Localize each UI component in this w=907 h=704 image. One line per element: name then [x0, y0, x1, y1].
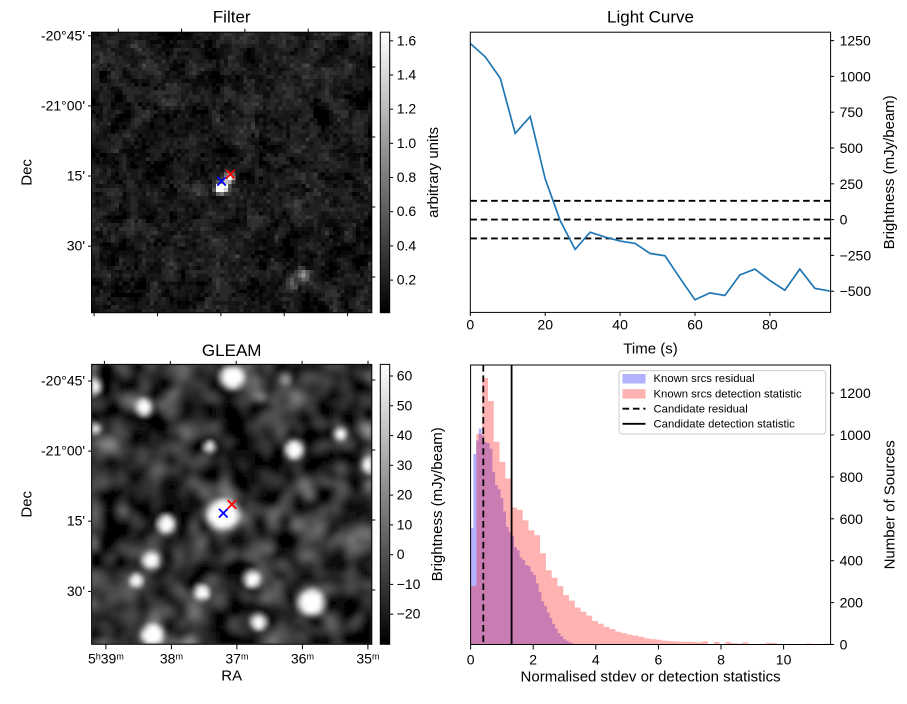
svg-text:0.6: 0.6	[397, 203, 417, 219]
svg-text:Candidate detection statistic: Candidate detection statistic	[654, 419, 796, 431]
svg-text:600: 600	[840, 511, 864, 527]
svg-text:RA: RA	[221, 668, 242, 685]
svg-text:−20: −20	[397, 606, 421, 622]
svg-text:4: 4	[592, 652, 600, 668]
svg-text:40: 40	[612, 316, 628, 332]
svg-text:1.6: 1.6	[397, 32, 417, 48]
svg-text:−500: −500	[840, 283, 872, 299]
svg-text:200: 200	[840, 595, 864, 611]
svg-text:40: 40	[397, 427, 413, 443]
svg-text:0: 0	[840, 637, 848, 653]
svg-text:30': 30'	[67, 583, 85, 599]
svg-text:1.0: 1.0	[397, 135, 417, 151]
svg-text:−10: −10	[397, 576, 421, 592]
svg-text:1.4: 1.4	[397, 67, 417, 83]
svg-text:−250: −250	[840, 247, 872, 263]
svg-text:0.2: 0.2	[397, 272, 417, 288]
svg-text:10: 10	[776, 652, 792, 668]
svg-text:250: 250	[840, 176, 864, 192]
svg-text:2: 2	[529, 652, 537, 668]
svg-text:Number of Sources: Number of Sources	[882, 440, 899, 569]
svg-text:60: 60	[397, 368, 413, 384]
svg-text:750: 750	[840, 104, 864, 120]
svg-text:Known srcs detection statistic: Known srcs detection statistic	[654, 388, 803, 400]
svg-text:30: 30	[397, 457, 413, 473]
svg-text:1200: 1200	[840, 385, 871, 401]
svg-text:Candidate residual: Candidate residual	[654, 403, 748, 415]
svg-text:30': 30'	[67, 238, 85, 254]
svg-text:arbitrary units: arbitrary units	[425, 127, 442, 218]
svg-text:-21°00': -21°00'	[41, 443, 85, 459]
svg-text:Brightness (mJy/beam): Brightness (mJy/beam)	[881, 95, 898, 249]
svg-text:1000: 1000	[840, 68, 871, 84]
svg-text:1000: 1000	[840, 427, 871, 443]
svg-text:20: 20	[537, 316, 553, 332]
svg-text:Dec: Dec	[19, 159, 36, 186]
svg-text:15': 15'	[67, 513, 85, 529]
svg-text:10: 10	[397, 516, 413, 532]
svg-text:Dec: Dec	[19, 490, 36, 517]
svg-text:20: 20	[397, 487, 413, 503]
svg-text:15': 15'	[67, 168, 85, 184]
svg-text:8: 8	[717, 652, 725, 668]
svg-text:6: 6	[655, 652, 663, 668]
svg-text:0: 0	[397, 546, 405, 562]
svg-text:0: 0	[467, 652, 475, 668]
svg-text:400: 400	[840, 553, 864, 569]
svg-text:50: 50	[397, 397, 413, 413]
svg-text:0.4: 0.4	[397, 237, 417, 253]
svg-text:Filter: Filter	[213, 8, 251, 27]
svg-text:-21°00': -21°00'	[41, 97, 85, 113]
svg-text:-20°45': -20°45'	[41, 27, 85, 43]
svg-text:GLEAM: GLEAM	[202, 341, 262, 360]
svg-text:1250: 1250	[840, 33, 871, 49]
svg-text:Light Curve: Light Curve	[607, 8, 694, 27]
svg-text:60: 60	[687, 316, 703, 332]
svg-text:Brightness (mJy/beam): Brightness (mJy/beam)	[429, 427, 446, 581]
svg-text:800: 800	[840, 469, 864, 485]
svg-text:1.2: 1.2	[397, 101, 417, 117]
svg-text:0.8: 0.8	[397, 169, 417, 185]
svg-text:0: 0	[840, 212, 848, 228]
svg-text:Time (s): Time (s)	[623, 341, 677, 358]
svg-text:500: 500	[840, 140, 864, 156]
svg-text:Known srcs residual: Known srcs residual	[654, 373, 755, 385]
svg-text:Normalised stdev or detection: Normalised stdev or detection statistics	[521, 668, 781, 685]
svg-text:80: 80	[762, 316, 778, 332]
svg-text:0: 0	[466, 316, 474, 332]
svg-text:-20°45': -20°45'	[41, 373, 85, 389]
